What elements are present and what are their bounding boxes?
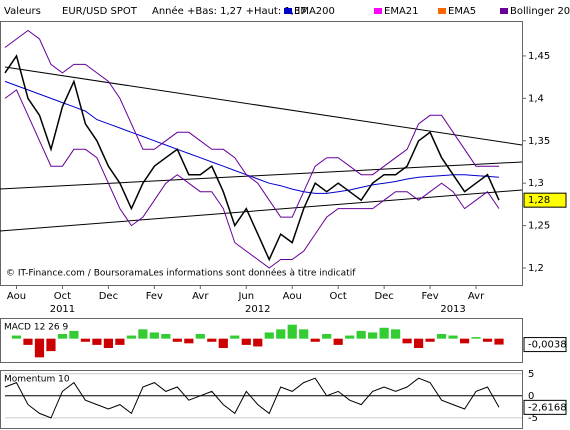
last-value-label: -0,0038: [528, 340, 567, 351]
legend-swatch: [500, 8, 508, 14]
macd-bar: [92, 338, 102, 345]
panel-title: MACD 12 26 9: [4, 323, 68, 333]
y-tick-label: 1,2: [528, 263, 544, 274]
macd-bar: [115, 338, 125, 345]
macd-bar: [391, 329, 401, 339]
x-tick-label: Jun: [237, 291, 254, 302]
y-tick-label: 5: [528, 369, 534, 380]
legend-label: EMA5: [448, 6, 476, 17]
legend-label: EMA21: [384, 6, 419, 17]
momentum-panel: [0, 370, 523, 429]
macd-bar: [333, 338, 343, 345]
macd-bar: [138, 329, 148, 339]
macd-bar: [482, 338, 493, 342]
legend-label: EMA200: [294, 6, 335, 17]
macd-bar: [414, 338, 424, 348]
macd-bar: [436, 334, 447, 339]
x-tick-label: Fev: [146, 291, 163, 302]
trend-line: [0, 189, 523, 232]
source-note: © IT-Finance.com / BoursoramaLes informa…: [6, 268, 356, 279]
y-tick-label: 1,4: [528, 93, 544, 104]
x-tick-label: Avr: [468, 291, 485, 302]
x-tick-label: Fev: [421, 291, 438, 302]
macd-bar: [184, 338, 194, 344]
y-tick-label: 1,25: [528, 221, 550, 232]
macd-bar: [11, 335, 22, 339]
macd-bar: [69, 330, 79, 339]
macd-bar: [379, 327, 389, 339]
x-tick-label: Dec: [374, 291, 393, 302]
legend-swatch: [374, 8, 382, 14]
macd-bar: [425, 338, 435, 342]
trend-line: [4, 66, 523, 146]
indicator-line: [4, 89, 500, 269]
momentum-line: [4, 377, 500, 419]
x-tick-label: Avr: [192, 291, 209, 302]
last-value-label: -2,6168: [528, 402, 567, 413]
indicator-line: [4, 80, 500, 194]
macd-bar: [195, 334, 205, 339]
macd-bar: [57, 334, 68, 339]
year-label: 2011: [50, 304, 75, 315]
macd-bar: [172, 338, 182, 342]
macd-bar: [241, 338, 251, 345]
year-label: 2013: [440, 304, 465, 315]
y-tick-label: -5: [528, 413, 538, 424]
macd-bar: [161, 334, 171, 339]
macd-bar: [230, 335, 240, 339]
trend-line: [0, 161, 523, 190]
macd-bar: [448, 335, 458, 339]
year-label: 2012: [245, 304, 270, 315]
macd-bar: [322, 334, 332, 339]
macd-bar: [207, 338, 217, 342]
macd-bar: [356, 330, 366, 339]
y-tick-label: 1,3: [528, 178, 544, 189]
macd-bar: [126, 335, 136, 339]
macd-bar: [149, 332, 159, 339]
x-tick-label: Aou: [7, 291, 26, 302]
legend-label: Bollinger 20 2: [510, 6, 570, 17]
macd-bar: [459, 338, 470, 344]
macd-bar: [494, 338, 504, 345]
macd-bar: [402, 338, 412, 344]
panel-title: Momentum 10: [4, 375, 70, 385]
macd-bar: [287, 324, 297, 339]
last-value-box: [523, 399, 567, 415]
macd-bar: [80, 338, 91, 342]
chart-title: EUR/USD SPOT: [62, 6, 138, 17]
macd-bar: [368, 332, 378, 339]
macd-bar: [253, 338, 263, 347]
indicator-line: [4, 29, 499, 218]
macd-bar: [276, 329, 286, 339]
macd-bar: [345, 335, 355, 339]
macd-bar: [103, 338, 113, 348]
macd-bar: [46, 338, 56, 352]
macd-bar: [264, 332, 274, 339]
x-tick-label: Oct: [330, 291, 347, 302]
last-value-box: [523, 192, 567, 208]
macd-bar: [23, 338, 33, 345]
x-tick-label: Dec: [99, 291, 118, 302]
last-value-box: [523, 337, 567, 353]
macd-bar: [310, 338, 320, 342]
macd-bar: [34, 338, 45, 358]
macd-bar: [299, 329, 309, 339]
macd-bar: [471, 337, 481, 339]
price-line: [4, 54, 500, 262]
legend-swatch: [438, 8, 446, 14]
price-panel: [0, 21, 523, 286]
macd-bar: [218, 338, 228, 348]
legend-swatch: [284, 8, 292, 14]
y-tick-label: 1,45: [528, 51, 550, 62]
y-tick-label: 1,35: [528, 136, 550, 147]
x-tick-label: Oct: [54, 291, 71, 302]
chart-subtitle: Année +Bas: 1,27 +Haut: 1,37: [152, 5, 307, 17]
header-label: Valeurs: [4, 6, 41, 17]
last-value-label: 1,28: [528, 195, 550, 206]
x-tick-label: Aou: [283, 291, 302, 302]
y-tick-label: 0: [528, 391, 534, 402]
